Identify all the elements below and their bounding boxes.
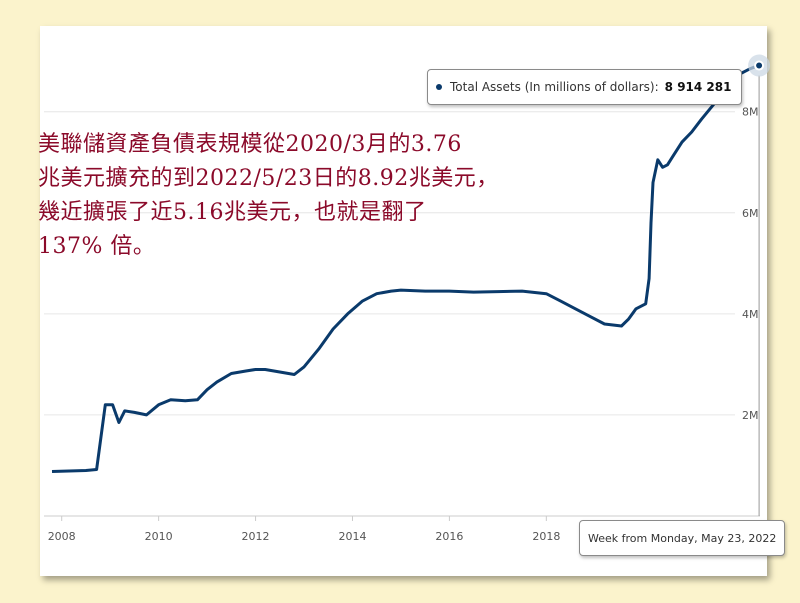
y-axis-ticks: 2M 4M 6M 8M [742,106,759,422]
total-assets-line [51,63,760,473]
x-axis-ticks: 2008 2010 2012 2014 2016 2018 [48,516,560,543]
y-tick-label: 4M [742,308,759,321]
hover-point[interactable] [754,60,765,71]
series-marker-icon [436,84,442,90]
annotation-text: 美聯儲資產負債表規模從2020/3月的3.76 兆美元擴充的到2022/5/23… [38,132,499,259]
y-tick-label: 8M [742,106,759,119]
tooltip-value: 8 914 281 [664,80,732,94]
x-tick-label: 2010 [145,530,173,543]
y-tick-label: 6M [742,207,759,220]
tooltip-label: Total Assets (In millions of dollars): [450,80,659,94]
x-tick-label: 2012 [242,530,270,543]
x-tick-label: 2008 [48,530,76,543]
gridlines [44,111,735,416]
x-axis-hover-label: Week from Monday, May 23, 2022 [579,520,786,556]
x-tick-label: 2014 [338,530,366,543]
x-tick-label: 2018 [532,530,560,543]
data-tooltip: Total Assets (In millions of dollars): 8… [427,69,743,105]
y-tick-label: 2M [742,409,759,422]
x-tick-label: 2016 [435,530,463,543]
